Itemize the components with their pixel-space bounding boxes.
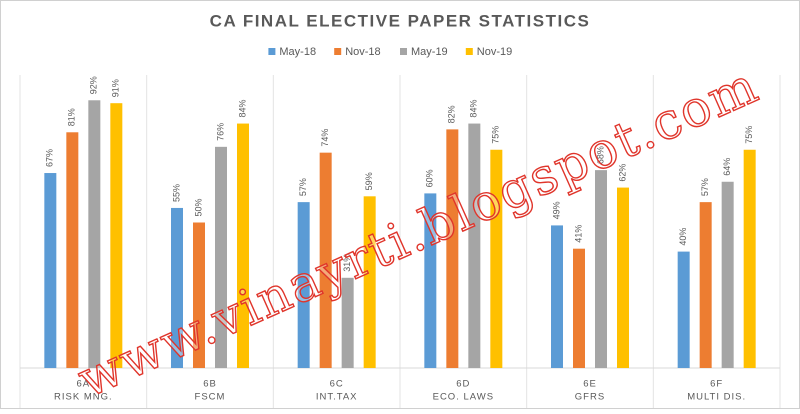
value-label: 82% <box>447 105 457 123</box>
value-label: 92% <box>89 76 99 94</box>
chart-title: CA FINAL ELECTIVE PAPER STATISTICS <box>210 11 591 30</box>
bar <box>88 100 101 368</box>
legend-swatch <box>465 48 473 55</box>
legend-swatch <box>400 48 407 55</box>
value-label: 67% <box>45 149 55 167</box>
bar <box>171 207 183 368</box>
x-tick-code: 6D <box>456 379 470 390</box>
x-tick-label: ECO. LAWS <box>433 392 494 403</box>
bar <box>617 187 629 368</box>
bar <box>363 196 376 368</box>
bar <box>699 202 712 368</box>
bar <box>424 193 437 368</box>
value-label: 40% <box>678 228 688 246</box>
bar <box>215 146 227 368</box>
bar <box>677 251 690 368</box>
legend-label: Nov-19 <box>477 46 512 58</box>
x-tick-label: RISK MNG. <box>54 392 113 403</box>
legend-label: Nov-18 <box>345 46 380 58</box>
value-label: 84% <box>469 100 479 118</box>
bar <box>237 123 249 368</box>
value-label: 91% <box>111 79 121 97</box>
value-label: 64% <box>722 158 732 176</box>
legend-swatch <box>334 48 342 55</box>
value-label: 31% <box>342 254 352 272</box>
value-label: 62% <box>617 164 627 182</box>
bar <box>110 103 123 368</box>
legend-label: May-19 <box>411 46 448 58</box>
bar <box>743 149 756 368</box>
value-label: 49% <box>551 201 561 219</box>
x-tick-code: 6A <box>77 379 91 390</box>
value-label: 55% <box>171 184 181 202</box>
bar <box>573 248 585 368</box>
value-label: 59% <box>364 172 374 190</box>
value-label: 60% <box>425 169 435 187</box>
plot-area: May-18 Nov-18 May-19 Nov-19 6A RISK MNG. 67% 81… <box>19 46 781 408</box>
bar <box>193 222 205 368</box>
bar <box>66 132 79 368</box>
legend-label: May-18 <box>279 46 316 58</box>
x-tick-code: 6F <box>710 379 723 390</box>
value-label: 68% <box>595 146 605 164</box>
value-label: 84% <box>237 100 247 118</box>
bar <box>595 170 607 368</box>
legend-swatch <box>268 48 276 55</box>
bar <box>468 123 481 368</box>
x-tick-label: INT.TAX <box>316 392 358 403</box>
value-label: 81% <box>67 108 77 126</box>
value-label: 75% <box>491 126 501 144</box>
bar <box>341 277 354 368</box>
bar <box>490 149 503 368</box>
bar <box>446 129 459 368</box>
x-tick-label: GFRS <box>575 392 605 403</box>
x-tick-code: 6E <box>583 379 597 390</box>
bar <box>44 173 57 368</box>
bar <box>319 152 332 368</box>
x-tick-code: 6B <box>203 379 217 390</box>
x-tick-label: MULTI DIS. <box>687 392 746 403</box>
bar <box>551 225 563 368</box>
value-label: 41% <box>573 225 583 243</box>
x-tick-label: FSCM <box>195 392 226 403</box>
bar <box>297 202 310 368</box>
value-label: 57% <box>700 178 710 196</box>
bar <box>721 181 734 368</box>
value-label: 76% <box>215 123 225 141</box>
value-label: 75% <box>744 126 754 144</box>
value-label: 57% <box>298 178 308 196</box>
value-label: 74% <box>320 129 330 147</box>
x-tick-code: 6C <box>330 379 344 390</box>
value-label: 50% <box>193 198 203 216</box>
